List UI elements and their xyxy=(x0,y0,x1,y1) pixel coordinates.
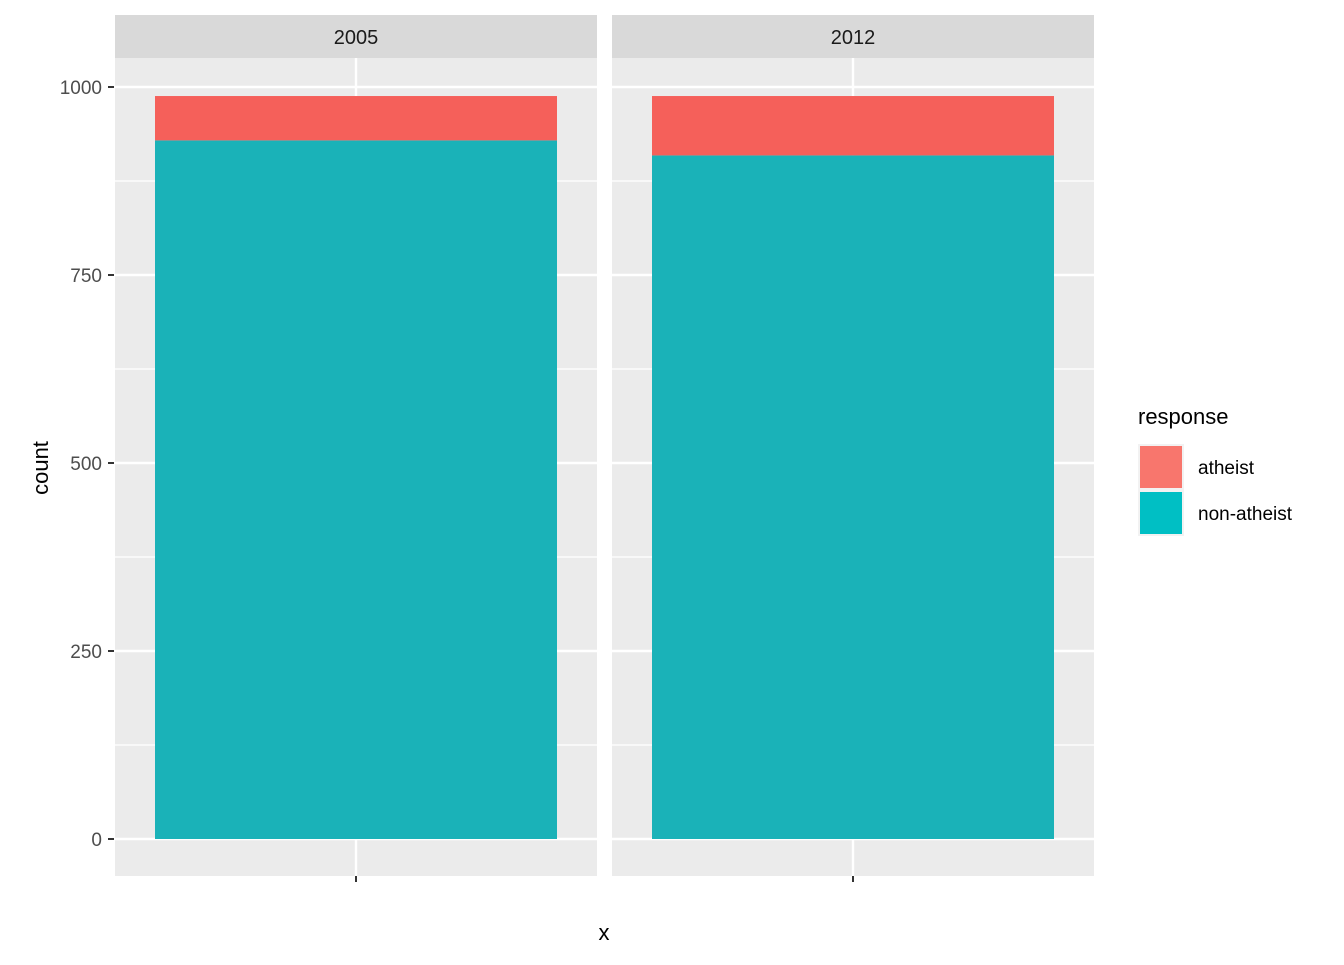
y-tick-label: 500 xyxy=(70,454,102,475)
legend-swatch xyxy=(1140,446,1182,488)
facet-panel: 2012 xyxy=(612,15,1094,876)
legend-swatch xyxy=(1140,492,1182,534)
x-axis-title: x xyxy=(599,920,610,945)
facet-panels: 2005 2012 xyxy=(115,15,1094,876)
y-tick-label: 1000 xyxy=(60,78,102,99)
facet-strip-label: 2005 xyxy=(334,27,379,49)
legend-label: atheist xyxy=(1198,458,1255,479)
x-axis xyxy=(355,876,854,882)
y-axis-title: count xyxy=(28,441,53,495)
bar-segment-non-atheist xyxy=(155,140,557,840)
facet-strip-label: 2012 xyxy=(831,27,876,49)
facet-panel: 2005 xyxy=(115,15,597,876)
bar-segment-atheist xyxy=(652,96,1054,156)
y-tick-label: 250 xyxy=(70,642,102,663)
bar-segment-atheist xyxy=(155,96,557,141)
legend-title: response xyxy=(1138,404,1229,429)
y-axis: 0 250 500 750 1000 xyxy=(60,78,114,851)
legend-entry: atheist xyxy=(1138,444,1255,490)
legend-label: non-atheist xyxy=(1198,504,1293,525)
legend: response atheist non-atheist xyxy=(1138,404,1293,536)
facet-strip xyxy=(115,15,597,58)
bar-segment-non-atheist xyxy=(652,155,1054,839)
legend-entries: atheist non-atheist xyxy=(1138,444,1293,536)
facet-strip xyxy=(612,15,1094,58)
y-tick-label: 750 xyxy=(70,266,102,287)
legend-entry: non-atheist xyxy=(1138,490,1293,536)
y-tick-label: 0 xyxy=(91,830,102,851)
